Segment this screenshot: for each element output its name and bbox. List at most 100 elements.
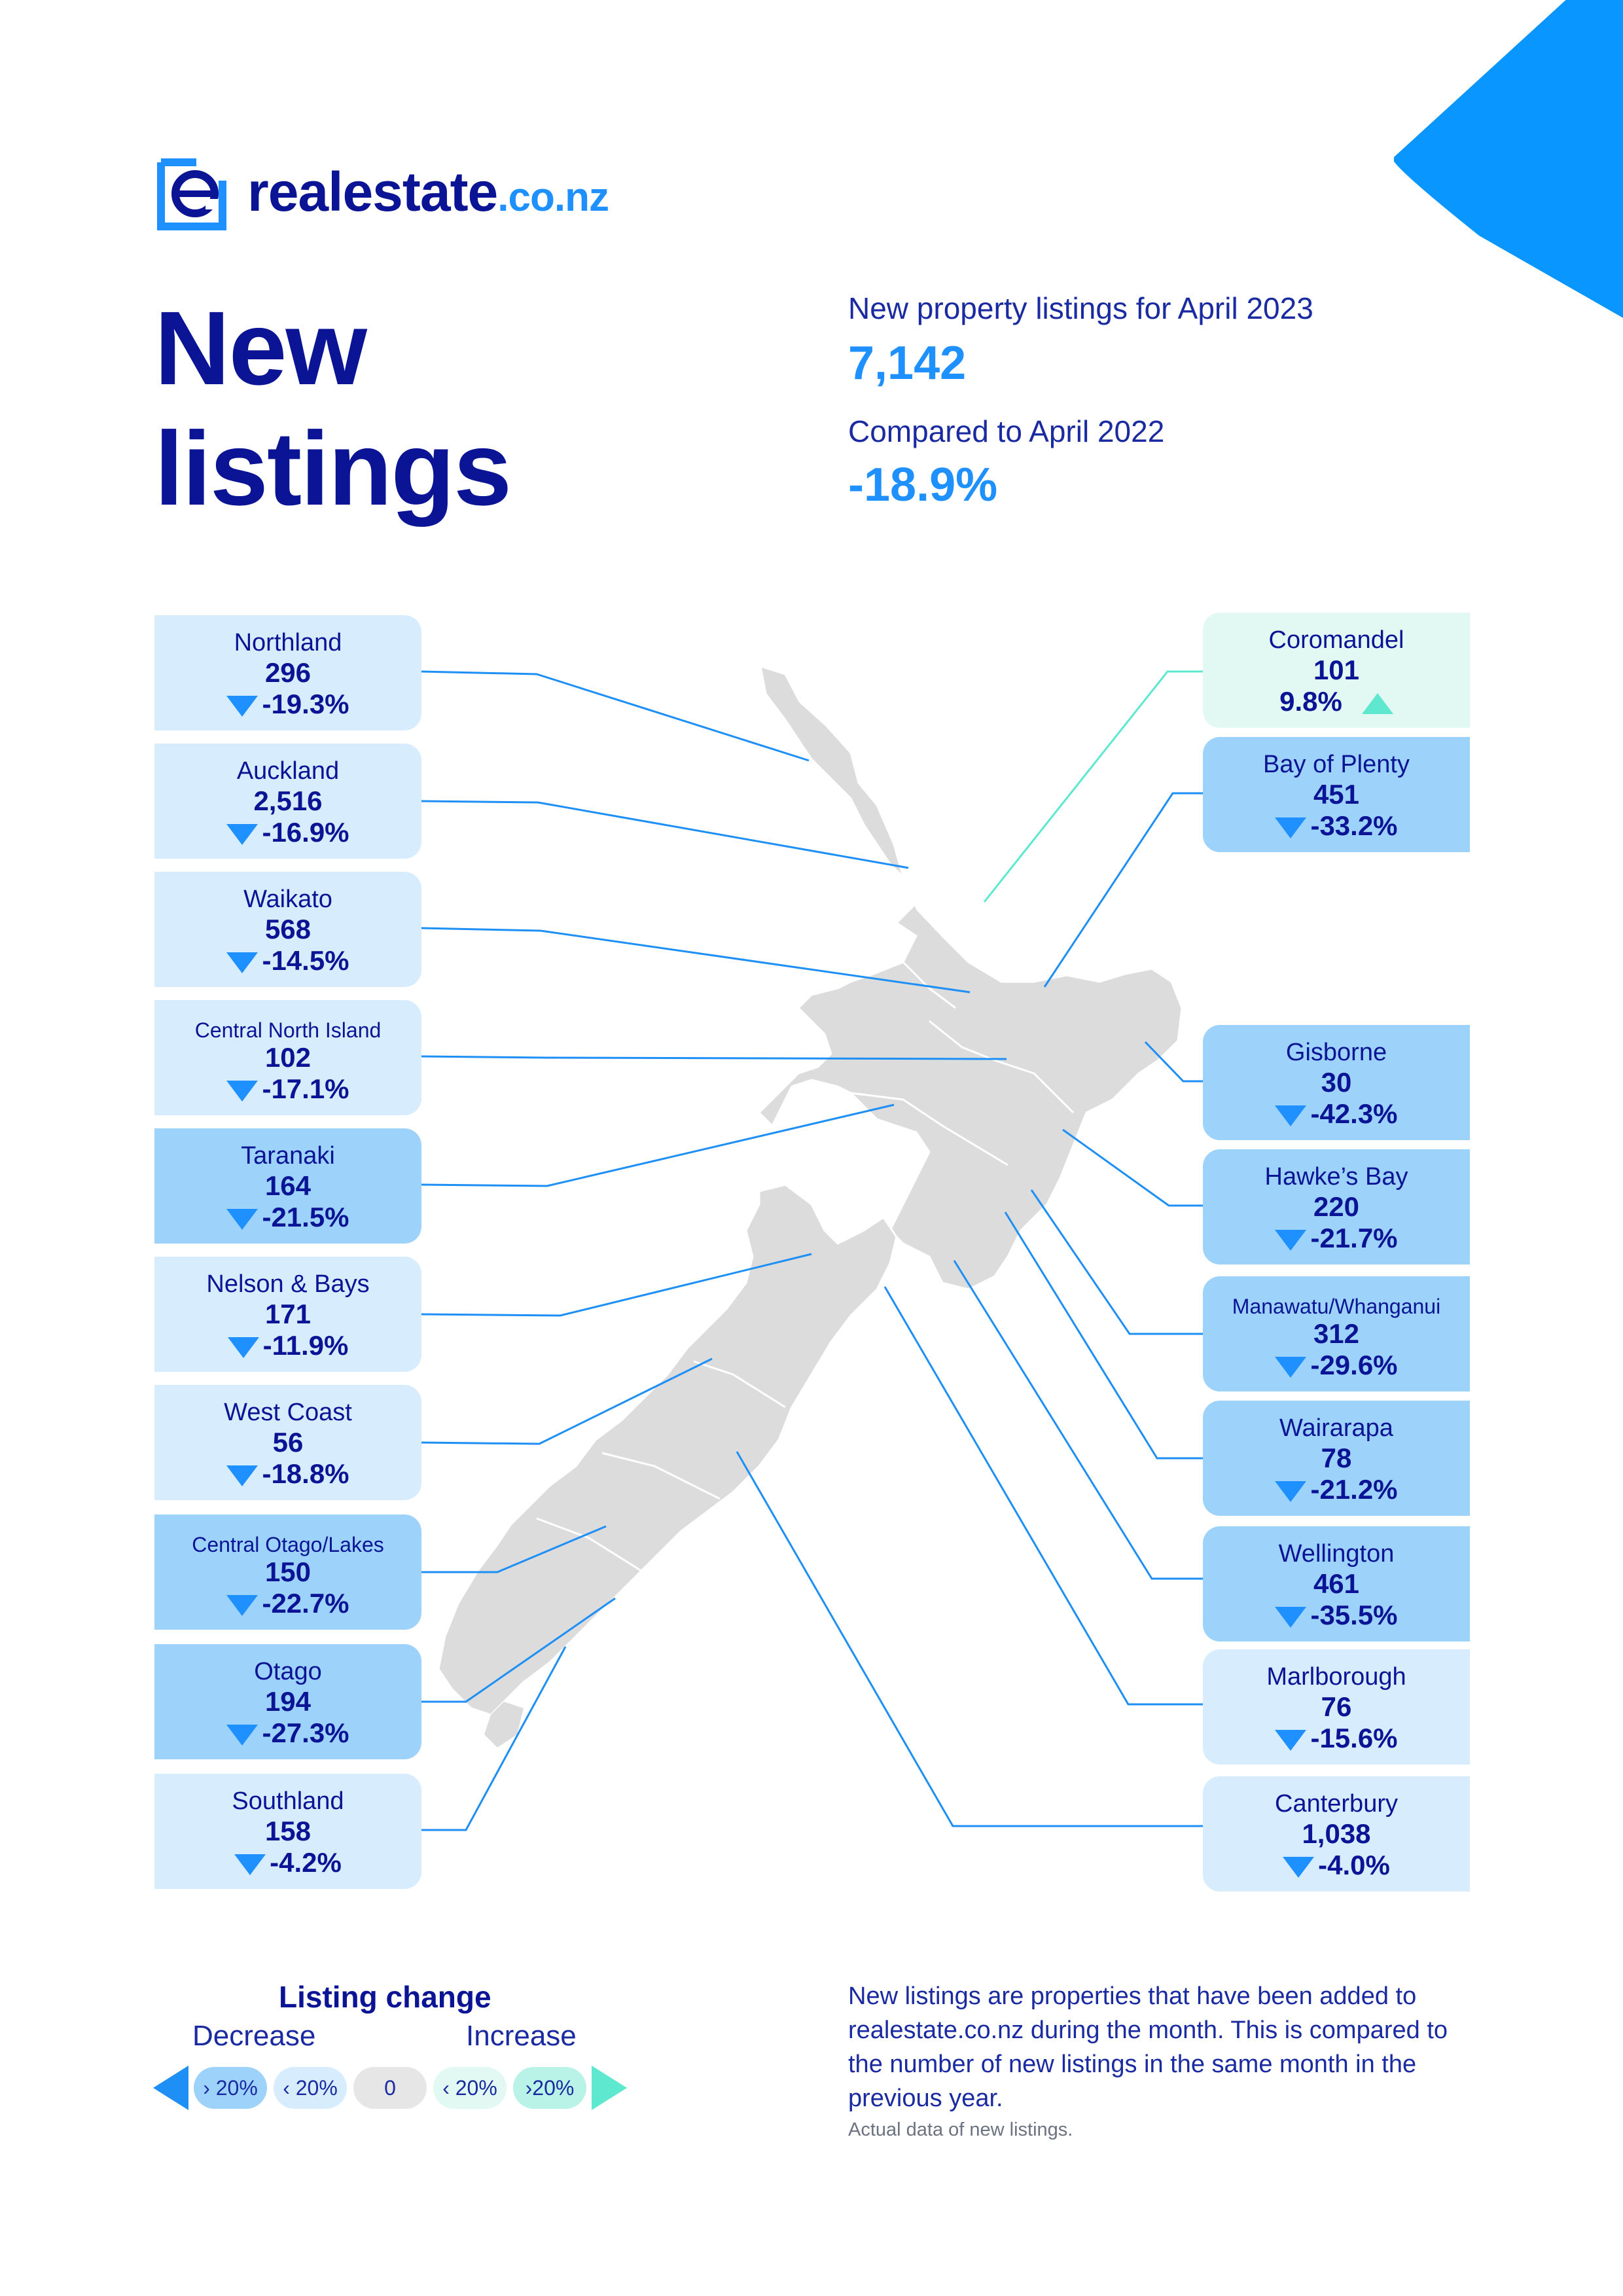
triangle-up-icon (1361, 692, 1393, 714)
stewart-island-shape (484, 1702, 524, 1748)
triangle-down-icon (226, 823, 259, 845)
region-count: 312 (1313, 1318, 1360, 1349)
triangle-down-icon (226, 695, 259, 717)
legend-pill-large-increase: ›20% (513, 2067, 586, 2109)
region-change-value: -29.6% (1310, 1350, 1398, 1380)
region-card-coromandel: Coromandel 101 9.8% (1203, 613, 1470, 728)
region-borders (536, 961, 1075, 1572)
region-name: Auckland (236, 757, 340, 785)
region-count: 194 (264, 1686, 312, 1717)
brand-logo: realestate.co.nz (154, 151, 609, 233)
triangle-down-icon (1275, 1480, 1307, 1502)
region-card-southland: Southland 158 -4.2% (154, 1774, 421, 1889)
region-change: -17.1% (154, 1073, 421, 1105)
region-change: -42.3% (1203, 1098, 1470, 1130)
region-change: -4.2% (154, 1847, 421, 1878)
legend-decrease-label: Decrease (192, 2020, 316, 2052)
triangle-down-icon (227, 1336, 259, 1358)
triangle-down-icon (226, 1208, 259, 1230)
region-change: -14.5% (154, 945, 421, 977)
region-count: 150 (264, 1556, 312, 1587)
region-change: -4.0% (1203, 1850, 1470, 1881)
triangle-down-icon (1275, 1729, 1307, 1751)
triangle-down-icon (226, 1594, 259, 1616)
region-count: 2,516 (253, 785, 323, 816)
compare-value: -18.9% (848, 459, 998, 511)
brand-name-tld: .co.nz (497, 175, 609, 220)
page-title-line-2: listings (154, 410, 512, 527)
region-card-west-coast: West Coast 56 -18.8% (154, 1385, 421, 1500)
region-change-value: -17.1% (262, 1073, 349, 1104)
listings-label: New property listings for April 2023 (848, 291, 1313, 325)
region-change: -29.6% (1203, 1350, 1470, 1381)
region-change-value: -4.2% (270, 1847, 342, 1878)
region-name: West Coast (224, 1399, 352, 1426)
region-name: Manawatu/Whanganui (1232, 1295, 1441, 1318)
page-title: New listings (154, 288, 512, 529)
south-island-shape (437, 1183, 898, 1716)
triangle-down-icon (1275, 817, 1307, 838)
logo-mark-icon (157, 158, 226, 230)
region-change-value: -27.3% (262, 1717, 349, 1748)
corner-decoration (1394, 0, 1623, 318)
region-count: 220 (1313, 1191, 1360, 1222)
left-connector-lines (421, 670, 1007, 1831)
region-card-central-north-island: Central North Island 102 -17.1% (154, 1000, 421, 1115)
region-change-value: 9.8% (1279, 686, 1342, 717)
region-count: 164 (264, 1170, 312, 1201)
region-change-value: -14.5% (262, 945, 349, 976)
listings-value: 7,142 (848, 337, 967, 389)
region-card-manawatu-whanganui: Manawatu/Whanganui 312 -29.6% (1203, 1276, 1470, 1391)
triangle-down-icon (1275, 1229, 1307, 1251)
region-change-value: -21.2% (1310, 1474, 1398, 1505)
region-count: 461 (1313, 1568, 1360, 1599)
region-count: 76 (1321, 1691, 1352, 1722)
region-change-value: -19.3% (262, 689, 349, 719)
legend-decrease-arrow-icon (153, 2066, 188, 2110)
region-card-wairarapa: Wairarapa 78 -21.2% (1203, 1401, 1470, 1516)
region-name: Bay of Plenty (1263, 751, 1410, 778)
legend-increase-arrow-icon (592, 2066, 627, 2110)
region-change-value: -21.5% (262, 1202, 349, 1232)
region-name: Wellington (1278, 1540, 1395, 1568)
region-change: 9.8% (1203, 686, 1470, 717)
triangle-down-icon (1275, 1356, 1307, 1378)
region-count: 102 (264, 1042, 312, 1073)
legend-pill-large-decrease: › 20% (194, 2067, 267, 2109)
region-change-value: -4.0% (1318, 1850, 1390, 1880)
region-count: 171 (264, 1299, 312, 1329)
region-change: -21.5% (154, 1202, 421, 1233)
legend-pill-small-decrease: ‹ 20% (274, 2067, 347, 2109)
triangle-down-icon (226, 952, 259, 973)
region-name: Southland (232, 1787, 344, 1815)
region-change-value: -16.9% (262, 817, 349, 848)
region-name: Waikato (243, 886, 332, 913)
legend-increase-label: Increase (466, 2020, 577, 2052)
region-change: -19.3% (154, 689, 421, 720)
region-count: 30 (1321, 1067, 1352, 1098)
region-card-otago: Otago 194 -27.3% (154, 1644, 421, 1759)
legend-title: Listing change (279, 1980, 491, 2014)
region-count: 78 (1321, 1443, 1352, 1473)
region-card-bay-of-plenty: Bay of Plenty 451 -33.2% (1203, 737, 1470, 852)
region-card-canterbury: Canterbury 1,038 -4.0% (1203, 1776, 1470, 1892)
region-name: Central Otago/Lakes (192, 1533, 384, 1556)
triangle-down-icon (226, 1465, 259, 1486)
region-card-auckland: Auckland 2,516 -16.9% (154, 744, 421, 859)
region-change: -22.7% (154, 1588, 421, 1619)
region-change: -16.9% (154, 817, 421, 848)
legend-pill-zero: 0 (353, 2067, 427, 2109)
footnote-small: Actual data of new listings. (848, 2119, 1073, 2140)
region-count: 158 (264, 1816, 312, 1846)
region-card-wellington: Wellington 461 -35.5% (1203, 1526, 1470, 1641)
triangle-down-icon (1275, 1105, 1307, 1126)
triangle-down-icon (234, 1854, 266, 1875)
region-count: 296 (264, 657, 312, 688)
region-change-value: -11.9% (262, 1330, 349, 1361)
region-name: Nelson & Bays (206, 1270, 370, 1298)
region-change-value: -22.7% (262, 1588, 349, 1619)
region-change: -18.8% (154, 1458, 421, 1490)
region-name: Coromandel (1268, 626, 1404, 654)
